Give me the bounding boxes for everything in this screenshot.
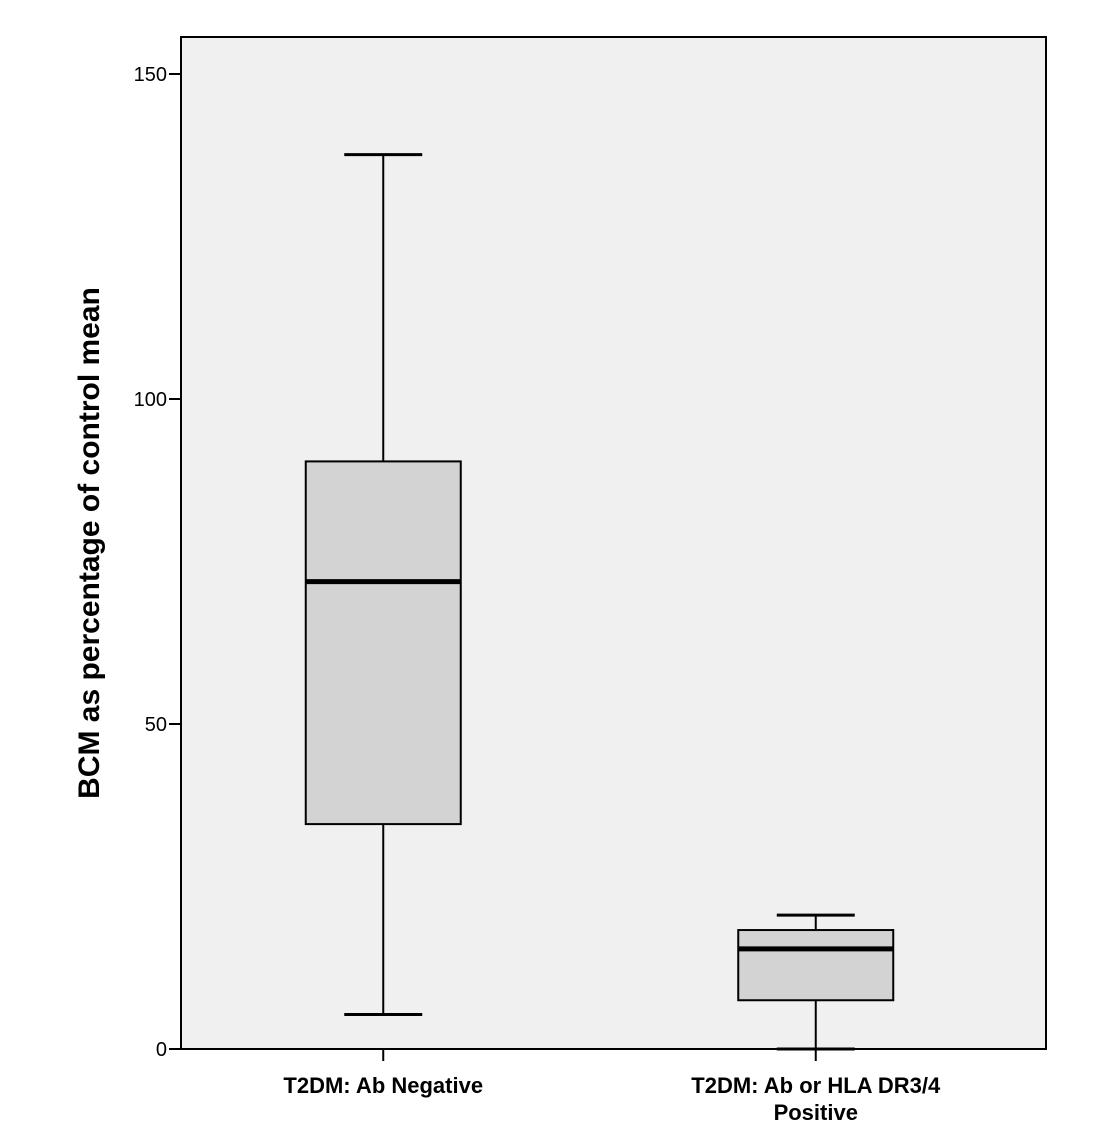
y-tick-label: 50 xyxy=(145,714,167,736)
x-category-label: T2DM: Ab or HLA DR3/4 xyxy=(691,1073,941,1098)
iqr-box xyxy=(737,929,895,1002)
y-axis-label: BCM as percentage of control mean xyxy=(73,287,106,799)
y-tick-label: 150 xyxy=(134,64,167,86)
iqr-box xyxy=(304,460,462,826)
y-tick-label: 0 xyxy=(156,1039,167,1061)
x-category-label: Positive xyxy=(774,1100,858,1125)
boxes xyxy=(304,153,895,1051)
x-category-label: T2DM: Ab Negative xyxy=(283,1073,483,1098)
y-axis: 0 50 100 150 xyxy=(134,64,181,1061)
y-tick-label: 100 xyxy=(134,389,167,411)
x-axis: T2DM: Ab Negative T2DM: Ab or HLA DR3/4Po… xyxy=(283,1049,941,1125)
